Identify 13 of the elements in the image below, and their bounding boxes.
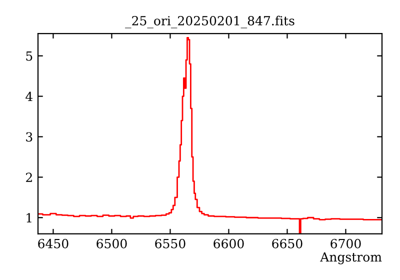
y-tick-label: 5 [26, 51, 32, 61]
x-tick-label: 6550 [155, 238, 186, 248]
y-tick-label: 1 [26, 213, 32, 222]
x-tick-label: 6450 [38, 238, 68, 248]
x-tick-label: 6700 [330, 238, 361, 248]
y-tick-label: 4 [26, 92, 33, 102]
x-tick-label: 6650 [272, 238, 302, 248]
y-tick-label: 2 [26, 172, 32, 182]
x-tick-label: 6600 [214, 238, 244, 248]
y-tick-label: 3 [26, 132, 32, 142]
x-axis-title: Angstrom [320, 252, 382, 264]
chart-title: _25_ori_20250201_847.fits [125, 16, 294, 28]
x-tick-label: 6500 [96, 238, 127, 248]
